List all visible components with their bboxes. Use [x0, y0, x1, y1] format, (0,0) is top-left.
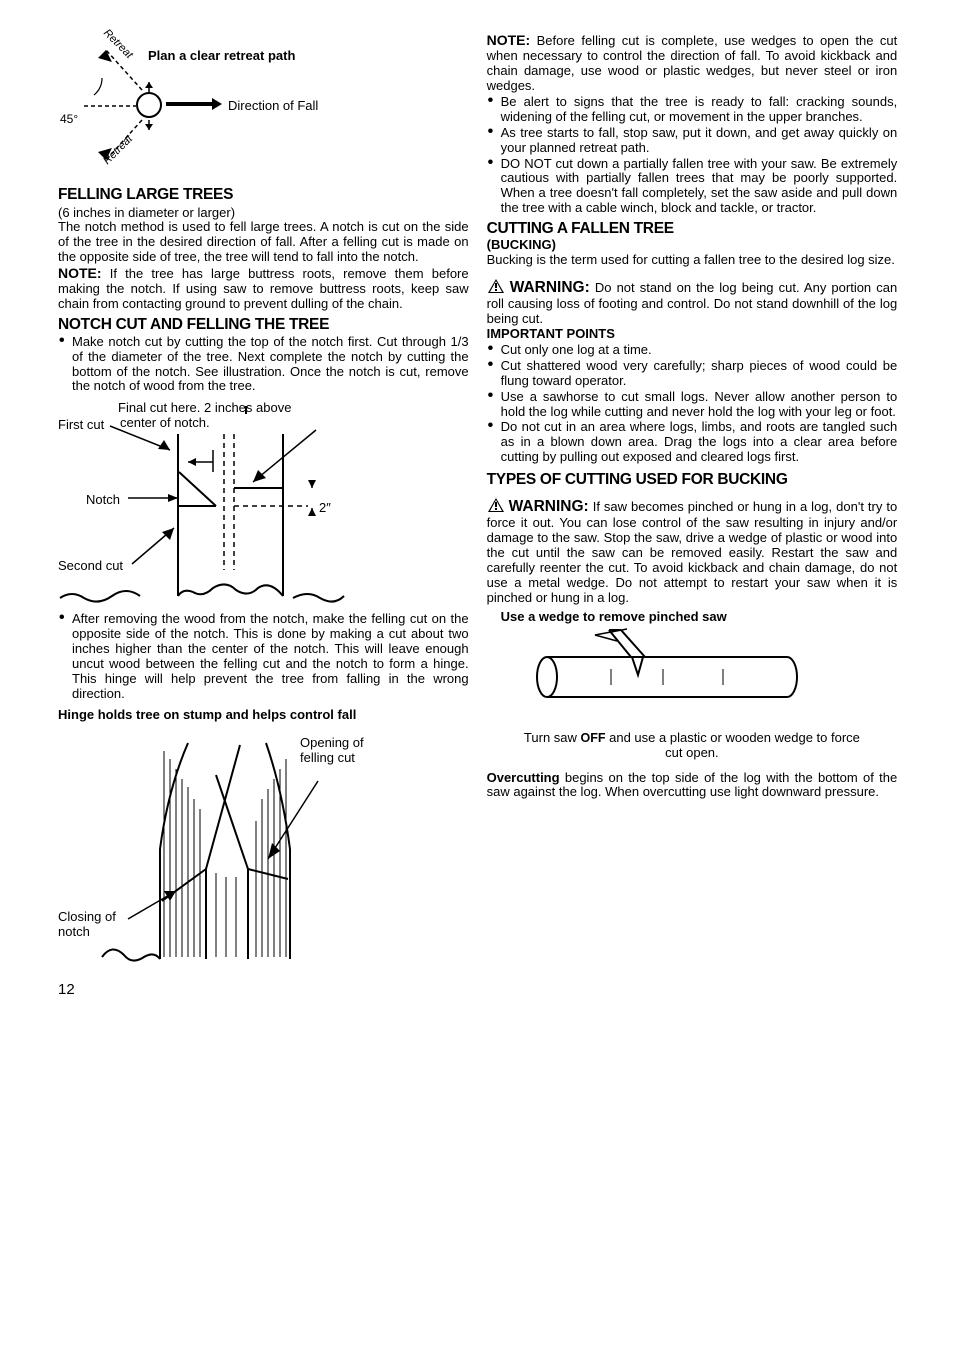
list-item: Cut shattered wood very carefully; sharp…: [487, 359, 898, 389]
overcutting-paragraph: Overcutting begins on the top side of th…: [487, 771, 898, 801]
list-item: Do not cut in an area where logs, limbs,…: [487, 420, 898, 465]
off-label: OFF: [581, 731, 606, 745]
list-item: As tree starts to fall, stop saw, put it…: [487, 126, 898, 156]
list-item: Use a sawhorse to cut small logs. Never …: [487, 390, 898, 420]
right-note-bullets: Be alert to signs that the tree is ready…: [487, 95, 898, 217]
right-column: NOTE: Before felling cut is complete, us…: [487, 32, 898, 967]
turn-saw-post: and use a plastic or wooden wedge to for…: [606, 730, 860, 760]
types-warning-text: If saw becomes pinched or hung in a log,…: [487, 499, 898, 605]
felling-paragraph: The notch method is used to fell large t…: [58, 220, 469, 265]
angle-label: 45°: [60, 112, 78, 126]
direction-of-fall-arrow-icon: [166, 102, 212, 106]
hinge-caption: Hinge holds tree on stump and helps cont…: [58, 708, 469, 723]
overcutting-prefix: Overcutting: [487, 770, 560, 785]
warning-prefix: WARNING:: [509, 498, 589, 515]
notch-cut-diagram: Final cut here. 2 inches above center of…: [58, 400, 469, 610]
retreat-path-diagram: Retreat Retreat Plan a clear retreat pat…: [58, 32, 469, 180]
tree-stump-icon: [136, 92, 162, 118]
page-container: Retreat Retreat Plan a clear retreat pat…: [58, 32, 896, 967]
types-warning: WARNING: If saw becomes pinched or hung …: [487, 497, 898, 605]
note-prefix: NOTE:: [58, 265, 102, 281]
wedge-diagram-caption: Use a wedge to remove pinched saw: [487, 610, 898, 625]
felling-note: NOTE: If the tree has large buttress roo…: [58, 265, 469, 312]
notch-bullet-list: Make notch cut by cutting the top of the…: [58, 335, 469, 395]
important-points-list: Cut only one log at a time. Cut shattere…: [487, 343, 898, 466]
felling-note-text: If the tree has large buttress roots, re…: [58, 266, 469, 311]
stump-hinge-diagram: Opening of felling cut Closing of notch: [58, 729, 469, 967]
plan-retreat-caption: Plan a clear retreat path: [148, 48, 295, 63]
list-item: DO NOT cut down a partially fallen tree …: [487, 157, 898, 217]
warning-icon: [487, 497, 505, 513]
direction-of-fall-label: Direction of Fall: [228, 98, 318, 113]
bucking-paragraph: Bucking is the term used for cutting a f…: [487, 253, 898, 268]
warning-prefix: WARNING:: [510, 279, 590, 296]
felling-subtitle: (6 inches in diameter or larger): [58, 205, 469, 220]
list-item: After removing the wood from the notch, …: [58, 612, 469, 702]
types-heading: TYPES OF CUTTING USED FOR BUCKING: [487, 471, 898, 489]
turn-saw-off-text: Turn saw OFF and use a plastic or wooden…: [487, 731, 898, 761]
notch-heading: NOTCH CUT AND FELLING THE TREE: [58, 316, 469, 334]
notch-cut-svg-icon: [58, 400, 460, 610]
list-item: Be alert to signs that the tree is ready…: [487, 95, 898, 125]
page-number: 12: [58, 981, 896, 998]
wedge-note-text: Before felling cut is complete, use wedg…: [487, 33, 898, 93]
turn-saw-pre: Turn saw: [524, 730, 581, 745]
after-remove-list: After removing the wood from the notch, …: [58, 612, 469, 702]
bucking-warning: WARNING: Do not stand on the log being c…: [487, 278, 898, 327]
felling-heading: FELLING LARGE TREES: [58, 186, 469, 204]
wedge-note: NOTE: Before felling cut is complete, us…: [487, 32, 898, 94]
note-prefix: NOTE:: [487, 32, 531, 48]
left-column: Retreat Retreat Plan a clear retreat pat…: [58, 32, 469, 967]
bucking-heading: CUTTING A FALLEN TREE: [487, 220, 898, 238]
warning-icon: [487, 278, 505, 294]
wedge-svg-icon: [487, 627, 889, 725]
list-item: Cut only one log at a time.: [487, 343, 898, 358]
bucking-sub: (BUCKING): [487, 238, 898, 253]
important-points-heading: IMPORTANT POINTS: [487, 327, 898, 342]
list-item: Make notch cut by cutting the top of the…: [58, 335, 469, 395]
wedge-removal-diagram: [487, 627, 898, 725]
stump-hinge-svg-icon: [58, 729, 460, 967]
